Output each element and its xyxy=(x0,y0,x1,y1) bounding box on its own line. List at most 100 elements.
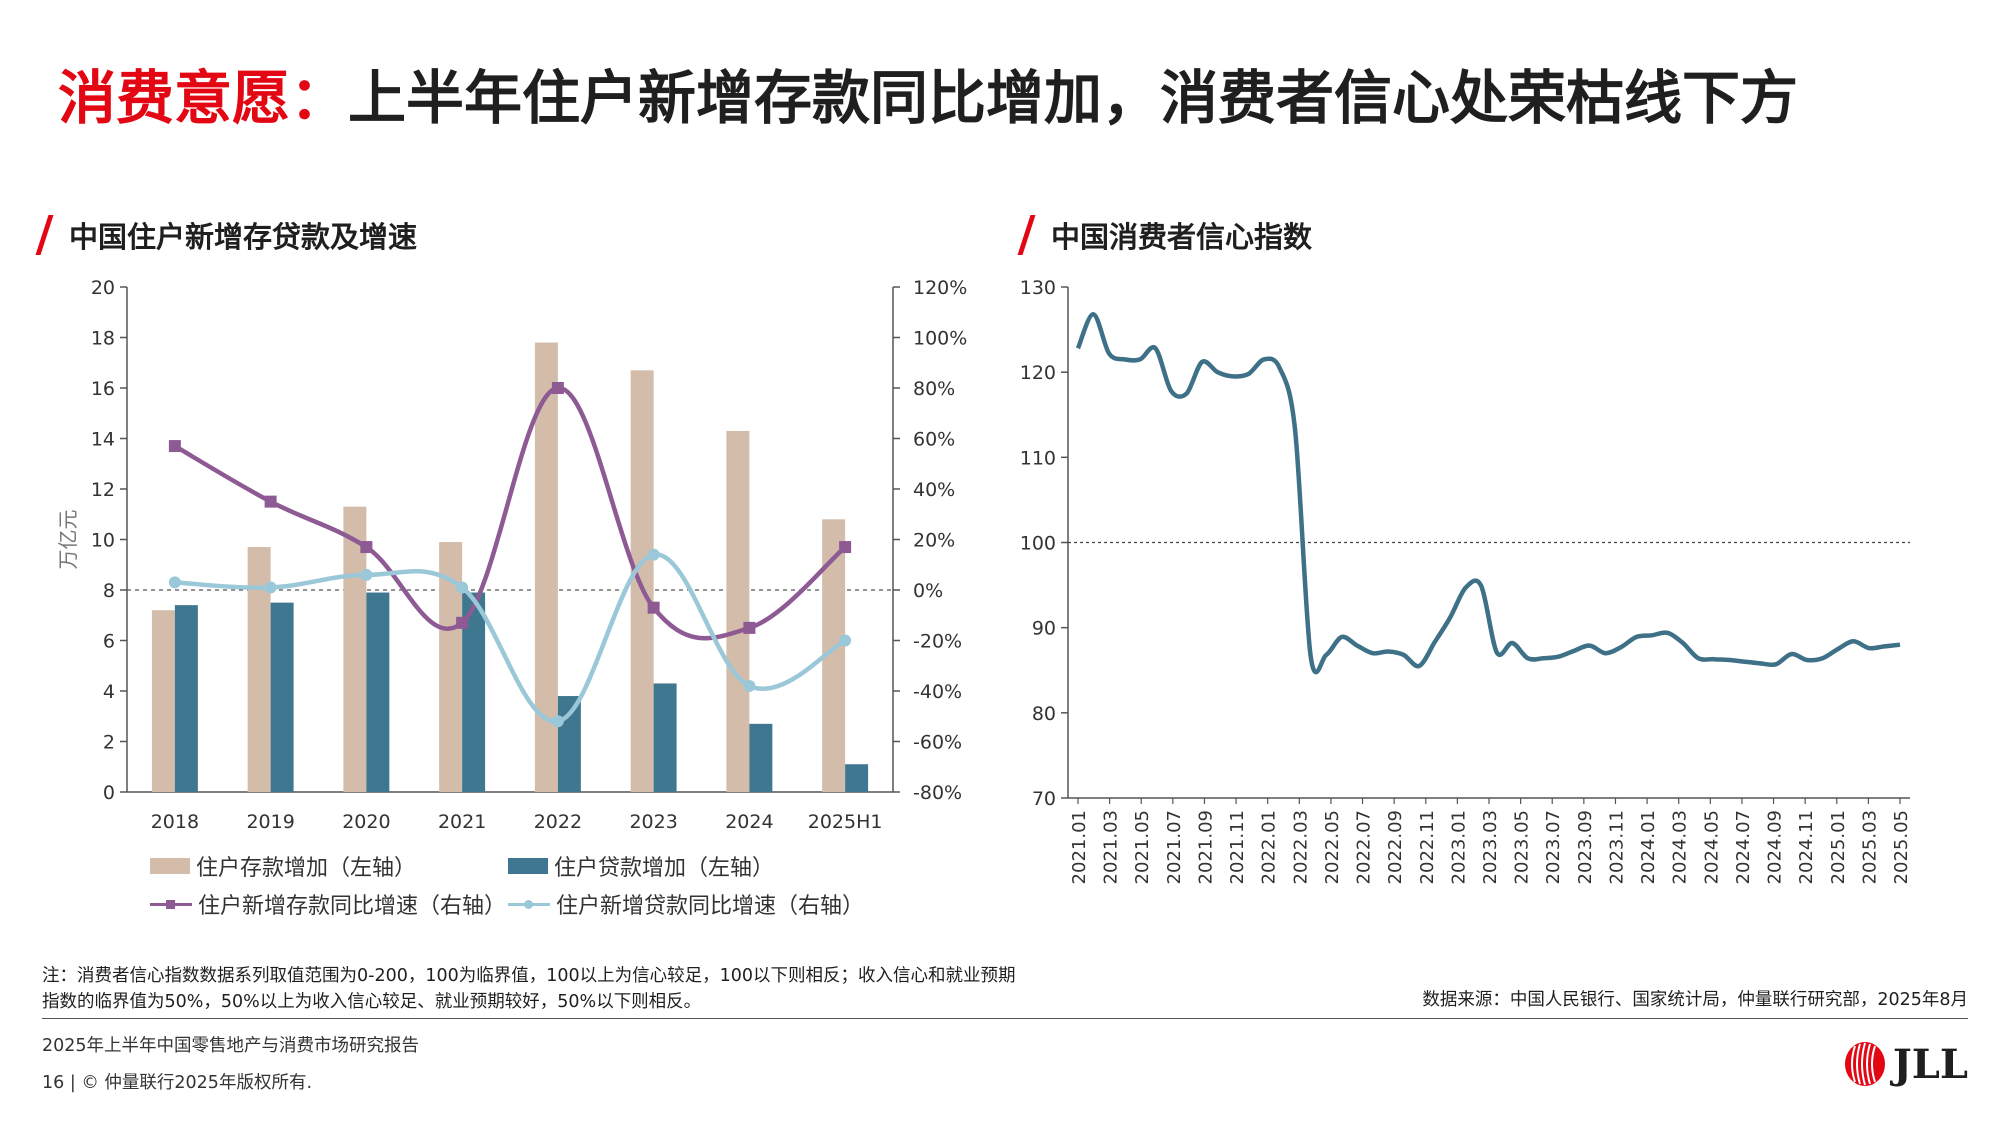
x-tick-label: 2021.03 xyxy=(1101,810,1122,884)
x-tick-label: 2022.05 xyxy=(1322,810,1343,884)
point-loan-growth xyxy=(551,715,564,728)
legend-label-loan-growth: 住户新增贷款同比增速（右轴） xyxy=(556,894,865,919)
x-tick-label: 2022.07 xyxy=(1354,810,1375,884)
x-tick-label: 2024.01 xyxy=(1638,810,1659,884)
y-tick-label: 6 xyxy=(103,631,115,653)
bar-deposit xyxy=(151,610,175,792)
bar-loan xyxy=(174,605,198,792)
legend-line-deposit-growth xyxy=(150,896,192,912)
legend-line-loan-growth xyxy=(508,896,550,912)
y2-tick-label: -20% xyxy=(913,631,962,653)
copyright: © 仲量联行2025年版权所有. xyxy=(81,1073,313,1093)
footer-divider xyxy=(42,1018,1968,1019)
x-tick-label: 2023.09 xyxy=(1575,810,1596,884)
point-deposit-growth xyxy=(360,541,373,554)
x-tick-label: 2021 xyxy=(438,811,486,833)
x-tick-label: 2023.03 xyxy=(1480,810,1501,884)
bar-deposit xyxy=(630,370,654,792)
bar-loan xyxy=(845,764,869,792)
legend-swatch-deposit xyxy=(150,858,190,874)
x-tick-label: 2023 xyxy=(629,811,677,833)
bar-loan xyxy=(749,723,773,792)
right-chart-heading: 中国消费者信心指数 xyxy=(1017,214,1313,256)
x-tick-label: 2024.11 xyxy=(1796,810,1817,884)
footer-copyright-line: 16 | © 仲量联行2025年版权所有. xyxy=(42,1069,312,1094)
y2-tick-label: 60% xyxy=(913,429,955,451)
point-deposit-growth xyxy=(456,616,469,629)
y-tick-label: 110 xyxy=(1020,447,1056,469)
y-tick-label: 70 xyxy=(1032,788,1056,810)
y2-tick-label: 100% xyxy=(913,328,967,350)
y2-tick-label: 20% xyxy=(913,530,955,552)
y2-tick-label: -60% xyxy=(913,732,962,754)
x-tick-label: 2023.01 xyxy=(1448,810,1469,884)
bar-deposit xyxy=(247,547,271,792)
legend-item-deposit-growth: 住户新增存款同比增速（右轴） xyxy=(150,888,506,920)
point-loan-growth xyxy=(839,634,852,647)
right-chart-title: 中国消费者信心指数 xyxy=(1051,220,1313,254)
jll-logo-text: JLL xyxy=(1892,1040,1968,1088)
line-deposit-growth xyxy=(173,385,847,641)
data-source: 数据来源：中国人民银行、国家统计局，仲量联行研究部，2025年8月 xyxy=(1422,990,1968,1010)
y-tick-label: 8 xyxy=(103,580,115,602)
y-axis-label: 万亿元 xyxy=(56,510,80,570)
y-tick-label: 0 xyxy=(103,782,115,804)
y-tick-label: 12 xyxy=(91,479,115,501)
legend-swatch-loan xyxy=(508,858,548,874)
deposit-loan-chart: 0 2 4 6 8 10 12 14 16 18 20 -80% -60% -40% -20% 0% 20% 40… xyxy=(56,277,967,833)
bar-deposit xyxy=(534,342,558,792)
y2-tick-label: 0% xyxy=(913,580,943,602)
x-tick-label: 2025.05 xyxy=(1891,810,1912,884)
point-loan-growth xyxy=(647,548,660,561)
x-tick-label: 2023.11 xyxy=(1606,810,1627,884)
x-tick-label: 2019 xyxy=(246,811,294,833)
y-tick-label: 90 xyxy=(1032,618,1056,640)
x-tick-label: 2022.01 xyxy=(1259,810,1280,884)
y2-tick-label: 80% xyxy=(913,378,955,400)
left-chart-heading: 中国住户新增存贷款及增速 xyxy=(35,214,417,256)
point-loan-growth xyxy=(168,576,181,589)
x-tick-label: 2022.11 xyxy=(1417,810,1438,884)
bar-deposit xyxy=(822,519,846,792)
y-tick-label: 4 xyxy=(103,681,115,703)
x-tick-label: 2021.09 xyxy=(1195,810,1216,884)
bar-loan xyxy=(366,592,390,792)
x-tick-label: 2021.11 xyxy=(1227,810,1248,884)
slide-title: 消费意愿：上半年住户新增存款同比增加，消费者信心处荣枯线下方 xyxy=(58,62,1798,134)
legend-label-loan: 住户贷款增加（左轴） xyxy=(554,856,775,881)
x-tick-label: 2025.03 xyxy=(1859,810,1880,884)
slash-decoration xyxy=(35,215,54,255)
x-tick-label: 2018 xyxy=(151,811,199,833)
point-loan-growth xyxy=(743,679,756,692)
x-tick-label: 2025H1 xyxy=(808,811,883,833)
y-tick-label: 80 xyxy=(1032,703,1056,725)
page-number: 16 xyxy=(42,1073,65,1093)
y2-tick-label: 40% xyxy=(913,479,955,501)
legend-label-deposit-growth: 住户新增存款同比增速（右轴） xyxy=(198,894,507,919)
slide-title-rest: 上半年住户新增存款同比增加，消费者信心处荣枯线下方 xyxy=(348,64,1799,132)
jll-logo-mark xyxy=(1844,1042,1885,1086)
y2-tick-label: -80% xyxy=(913,782,962,804)
bar-loan xyxy=(557,696,581,792)
bar-loan xyxy=(270,602,294,792)
legend-item-deposit: 住户存款增加（左轴） xyxy=(150,850,416,882)
line-consumer-confidence xyxy=(1075,312,1901,675)
point-deposit-growth xyxy=(168,440,181,453)
point-deposit-growth xyxy=(839,541,852,554)
x-tick-label: 2024.09 xyxy=(1765,810,1786,884)
point-deposit-growth xyxy=(551,382,564,394)
bar-deposit xyxy=(726,430,750,792)
point-loan-growth xyxy=(456,581,469,594)
x-tick-label: 2021.05 xyxy=(1132,810,1153,884)
x-tick-label: 2024 xyxy=(725,811,773,833)
slide-title-highlight: 消费意愿： xyxy=(58,64,349,132)
y-tick-label: 10 xyxy=(91,530,115,552)
x-tick-label: 2025.01 xyxy=(1828,810,1849,884)
legend-item-loan-growth: 住户新增贷款同比增速（右轴） xyxy=(508,888,864,920)
bar-loan xyxy=(653,683,677,792)
point-deposit-growth xyxy=(743,621,756,634)
x-tick-label: 2022 xyxy=(534,811,582,833)
y-tick-label: 20 xyxy=(91,277,115,299)
x-tick-label: 2023.07 xyxy=(1543,810,1564,884)
point-loan-growth xyxy=(264,581,277,594)
